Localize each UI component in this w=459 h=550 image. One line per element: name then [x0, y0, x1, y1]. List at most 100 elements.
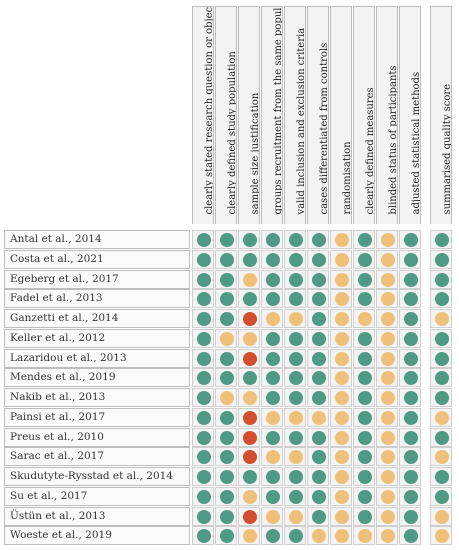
rating-cell — [192, 329, 214, 348]
rating-cell — [376, 467, 398, 486]
rating-dot-green — [435, 391, 449, 405]
rating-cell — [353, 467, 375, 486]
rating-dot-green — [312, 292, 326, 306]
rating-dot-green — [358, 273, 372, 287]
rating-dot-green — [358, 411, 372, 425]
rating-dot-green — [404, 391, 418, 405]
rating-dot-red — [243, 352, 257, 366]
rating-cell — [376, 349, 398, 368]
rating-dot-red — [243, 431, 257, 445]
rating-cell — [399, 230, 421, 249]
rating-dot-green — [435, 490, 449, 504]
rating-cell — [353, 408, 375, 427]
rating-cell — [330, 230, 352, 249]
rating-dot-green — [404, 253, 418, 267]
rating-cell — [261, 368, 283, 387]
rating-dot-green — [220, 312, 234, 326]
rating-dot-yellow — [435, 411, 449, 425]
rating-cell — [307, 526, 329, 545]
rating-cell — [399, 507, 421, 526]
rating-cell — [284, 428, 306, 447]
rating-cell — [307, 428, 329, 447]
rating-dot-green — [197, 312, 211, 326]
rating-dot-green — [312, 490, 326, 504]
rating-dot-green — [404, 352, 418, 366]
rating-dot-green — [435, 431, 449, 445]
rating-cell — [215, 250, 237, 269]
rating-dot-green — [220, 352, 234, 366]
study-label: Lazaridou et al., 2013 — [4, 349, 190, 368]
rating-cell — [399, 250, 421, 269]
rating-dot-green — [243, 292, 257, 306]
rating-dot-green — [220, 253, 234, 267]
rating-dot-yellow — [243, 332, 257, 346]
rating-dot-yellow — [243, 490, 257, 504]
rating-dot-green — [358, 450, 372, 464]
rating-cell — [353, 447, 375, 466]
criterion-header-4-label: groups recruitment from the same populat… — [273, 6, 283, 215]
criterion-header-1: clearly stated research question or obje… — [192, 6, 214, 224]
rating-cell — [215, 289, 237, 308]
rating-dot-green — [435, 470, 449, 484]
rating-dot-yellow — [289, 312, 303, 326]
rating-cell — [307, 250, 329, 269]
rating-dot-yellow — [335, 431, 349, 445]
rating-dot-green — [404, 411, 418, 425]
rating-cell — [192, 467, 214, 486]
rating-dot-yellow — [381, 233, 395, 247]
summary-cell — [430, 487, 452, 506]
summary-cell — [430, 467, 452, 486]
rating-dot-red — [243, 450, 257, 464]
rating-dot-green — [312, 391, 326, 405]
criterion-header-6: cases differentiated from controls — [307, 6, 329, 224]
rating-cell — [261, 507, 283, 526]
rating-cell — [376, 408, 398, 427]
rating-cell — [330, 349, 352, 368]
rating-cell — [238, 368, 260, 387]
rating-cell — [376, 329, 398, 348]
rating-dot-red — [243, 510, 257, 524]
rating-cell — [192, 230, 214, 249]
study-label: Nakib et al., 2013 — [4, 388, 190, 407]
summary-cell — [430, 230, 452, 249]
rating-dot-green — [289, 273, 303, 287]
rating-cell — [353, 526, 375, 545]
rating-dot-green — [197, 292, 211, 306]
rating-dot-green — [266, 529, 280, 543]
rating-cell — [261, 467, 283, 486]
rating-dot-green — [312, 233, 326, 247]
rating-cell — [307, 447, 329, 466]
rating-dot-green — [197, 470, 211, 484]
rating-dot-green — [312, 470, 326, 484]
rating-cell — [261, 408, 283, 427]
rating-cell — [238, 388, 260, 407]
rating-dot-green — [289, 529, 303, 543]
rating-dot-green — [289, 490, 303, 504]
rating-dot-yellow — [381, 273, 395, 287]
rating-dot-green — [358, 490, 372, 504]
rating-cell — [399, 329, 421, 348]
rating-cell — [399, 349, 421, 368]
rating-cell — [307, 368, 329, 387]
rating-cell — [192, 507, 214, 526]
rating-cell — [330, 428, 352, 447]
rating-dot-yellow — [381, 352, 395, 366]
summary-header: summarised quality score — [430, 6, 452, 224]
rating-dot-green — [404, 431, 418, 445]
rating-dot-yellow — [335, 450, 349, 464]
rating-cell — [284, 408, 306, 427]
rating-cell — [238, 487, 260, 506]
rating-dot-green — [312, 431, 326, 445]
rating-cell — [353, 289, 375, 308]
rating-cell — [261, 447, 283, 466]
rating-dot-green — [197, 431, 211, 445]
summary-cell — [430, 368, 452, 387]
rating-cell — [238, 349, 260, 368]
rating-dot-green — [404, 371, 418, 385]
rating-dot-green — [197, 352, 211, 366]
rating-dot-yellow — [358, 529, 372, 543]
rating-cell — [353, 309, 375, 328]
rating-cell — [399, 289, 421, 308]
rating-cell — [330, 408, 352, 427]
rating-cell — [192, 250, 214, 269]
